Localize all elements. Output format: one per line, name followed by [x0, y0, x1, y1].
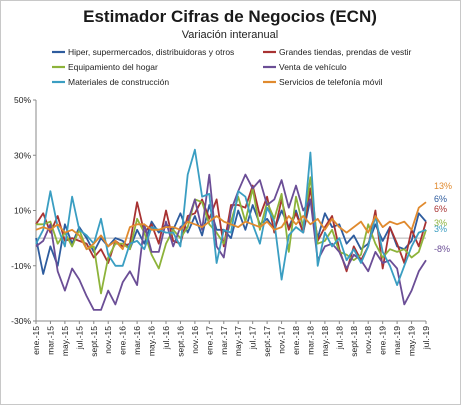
series-line-0 — [35, 198, 427, 275]
x-tick-label: jul.-16 — [161, 326, 171, 350]
y-tick-label: -30% — [11, 316, 31, 326]
x-tick-label: ene.-15 — [31, 326, 41, 355]
x-tick-label: mar.-15 — [45, 326, 55, 355]
legend-label: Materiales de construcción — [68, 77, 169, 87]
legend: Hiper, supermercados, distribuidoras y o… — [52, 47, 411, 87]
x-tick-label: mar.-16 — [132, 326, 142, 355]
end-labels: 6%6% 3% -8% 3% 13% — [434, 181, 452, 254]
axes: -30% -10% 10% 30% 50% ene.-15 mar.-15 may.-15 ju… — [11, 95, 431, 357]
x-tick-label: ene.-16 — [118, 326, 128, 355]
series-line-4 — [35, 148, 427, 287]
x-tick-label: jul.-17 — [248, 326, 258, 350]
x-tick-label: ene.-17 — [204, 326, 214, 355]
x-tick-label: may.-18 — [320, 326, 330, 356]
x-tick-label: may.-17 — [233, 326, 243, 356]
end-label-4: 3% — [434, 224, 447, 234]
chart-title: Estimador Cifras de Negocios (ECN) — [83, 7, 377, 26]
end-label-5: 13% — [434, 181, 452, 191]
x-tick-label: sept.-18 — [349, 326, 359, 357]
x-tick-label: jul.-15 — [74, 326, 84, 350]
end-label-2: 3% — [434, 218, 447, 228]
y-tick-label: 50% — [14, 95, 31, 105]
legend-label: Hiper, supermercados, distribuidoras y o… — [68, 47, 234, 57]
legend-label: Grandes tiendas, prendas de vestir — [279, 47, 411, 57]
y-tick-label: 10% — [14, 206, 31, 216]
legend-label: Servicios de telefonía móvil — [279, 77, 383, 87]
x-tick-label: nov.-18 — [363, 326, 373, 354]
legend-label: Equipamiento del hogar — [68, 62, 158, 72]
end-label-1: 6% — [434, 204, 447, 214]
x-tick-label: jul.-18 — [334, 326, 344, 350]
x-tick-label: sept.-16 — [175, 326, 185, 357]
series-lines — [35, 148, 427, 311]
chart-subtitle: Variación interanual — [182, 29, 278, 41]
x-tick-label: ene.-19 — [378, 326, 388, 355]
end-label-0: 6% — [434, 194, 447, 204]
x-tick-label: nov.-17 — [277, 326, 287, 354]
series-line-2 — [36, 176, 427, 295]
x-tick-label: ene.-18 — [291, 326, 301, 355]
x-tick-label: may.-16 — [147, 326, 157, 356]
series-line-5 — [35, 201, 427, 251]
x-tick-label: jul.-19 — [421, 326, 431, 350]
y-tick-label: 30% — [14, 150, 31, 160]
series-line-3 — [35, 173, 427, 311]
x-tick-label: mar.-18 — [305, 326, 315, 355]
legend-label: Venta de vehículo — [279, 62, 347, 72]
x-tick-label: mar.-19 — [392, 326, 402, 355]
x-tick-label: sept.-17 — [262, 326, 272, 357]
x-tick-label: may.-19 — [407, 326, 417, 356]
y-tick-label: -10% — [11, 261, 31, 271]
x-tick-label: may.-15 — [60, 326, 70, 356]
x-tick-label: nov.-15 — [103, 326, 113, 354]
x-tick-label: sept.-15 — [89, 326, 99, 357]
end-label-3: -8% — [434, 244, 450, 254]
x-tick-label: mar.-17 — [219, 326, 229, 355]
x-tick-label: nov.-16 — [190, 326, 200, 354]
